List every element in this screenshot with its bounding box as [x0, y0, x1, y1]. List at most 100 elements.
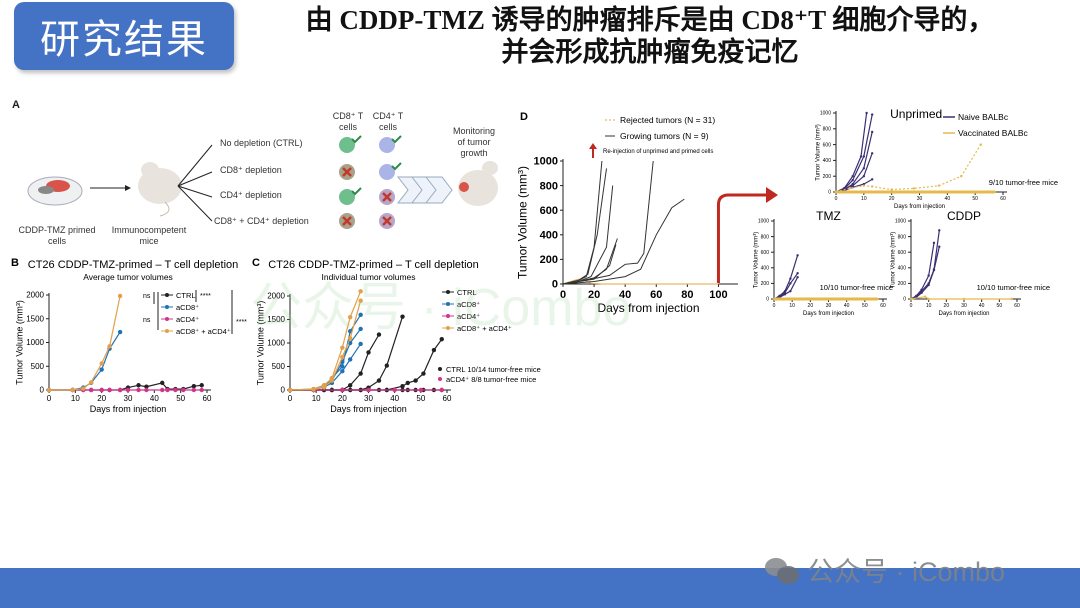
y-tick-label: 2000 — [26, 291, 44, 300]
data-point — [99, 361, 104, 366]
x-tick-label: 60 — [1014, 303, 1020, 309]
x-tick-label: 10 — [789, 303, 795, 309]
legend-marker — [438, 377, 442, 381]
data-point — [439, 387, 444, 393]
data-point — [927, 283, 930, 287]
data-point — [789, 282, 792, 285]
branch-cd4: CD4⁺ depletion — [220, 190, 282, 200]
stat-label: ns — [143, 293, 151, 300]
slide-title-line2: 并会形成抗肿瘤免疫记忆 — [501, 37, 799, 67]
data-point — [870, 178, 874, 181]
x-tick-label: 20 — [338, 394, 347, 403]
data-point — [191, 387, 197, 393]
y-tick-label: 800 — [540, 180, 558, 192]
data-point — [927, 297, 930, 301]
legend-label: Naive BALBc — [958, 112, 1009, 122]
y-tick-label: 1000 — [26, 338, 44, 347]
data-point — [321, 384, 327, 390]
data-point — [400, 314, 405, 319]
x-tick-label: 40 — [945, 196, 951, 202]
y-tick-label: 0 — [828, 190, 831, 196]
legend-label: CTRL — [457, 288, 477, 297]
series-line — [289, 343, 362, 391]
chart-title: Unprimed — [890, 107, 942, 121]
panel-letter-D: D — [520, 111, 528, 123]
reinjection-arrow-icon — [716, 193, 768, 283]
data-point — [144, 384, 149, 389]
legend-label: aCD4⁺ — [457, 312, 480, 321]
stat-label: ns — [143, 317, 151, 324]
data-point — [340, 354, 345, 360]
y-tick-label: 1500 — [267, 315, 285, 324]
x-tick-label: 60 — [650, 289, 662, 301]
series-line — [562, 198, 685, 285]
chart-title: CT26 CDDP-TMZ-primed – T cell depletion — [268, 259, 479, 271]
chart-title: CDDP — [947, 209, 981, 223]
cd8-cell-icon — [339, 189, 355, 205]
data-point — [796, 272, 799, 275]
y-tick-label: 500 — [272, 362, 286, 371]
data-point — [418, 387, 424, 393]
section-label: 研究结果 — [14, 2, 234, 70]
legend-label: aCD8⁺ + aCD4⁺ — [176, 327, 231, 336]
data-point — [99, 387, 104, 393]
data-point — [870, 113, 874, 116]
data-point — [890, 188, 893, 191]
footer-bar — [0, 568, 1080, 608]
x-tick-label: 50 — [997, 303, 1003, 309]
data-point — [439, 337, 444, 342]
legend-marker — [446, 326, 450, 330]
y-tick-label: 600 — [823, 142, 832, 148]
data-point — [789, 277, 792, 280]
panel-letter-C: C — [252, 257, 260, 269]
data-point — [848, 186, 852, 190]
data-point — [938, 245, 941, 248]
cd4-cell-icon — [379, 164, 395, 180]
y-tick-label: 200 — [761, 281, 770, 287]
x-tick-label: 40 — [979, 303, 985, 309]
legend-marker — [446, 314, 450, 318]
data-point — [932, 241, 936, 245]
x-axis-label: Days from injection — [597, 301, 699, 315]
x-tick-label: 10 — [71, 394, 80, 403]
data-point — [329, 378, 335, 383]
data-point — [937, 184, 941, 187]
data-point — [927, 274, 930, 277]
cross-icon — [342, 216, 352, 226]
x-tick-label: 10 — [861, 196, 867, 202]
data-point — [347, 357, 353, 362]
x-tick-label: 0 — [560, 289, 566, 301]
series-line — [562, 168, 607, 285]
cd4-cell-icon — [379, 137, 395, 153]
y-tick-label: 600 — [761, 250, 770, 256]
mouse-with-tumor-icon — [458, 161, 498, 206]
data-point — [107, 387, 112, 393]
data-point — [117, 329, 123, 335]
data-point — [862, 175, 866, 178]
data-point — [107, 344, 112, 349]
data-point — [796, 275, 799, 279]
legend-label: Growing tumors (N = 9) — [620, 131, 709, 141]
y-tick-label: 1000 — [820, 111, 831, 117]
panel-letter-a: A — [12, 99, 20, 111]
y-tick-label: 1000 — [534, 156, 558, 168]
y-tick-label: 600 — [540, 205, 558, 217]
cross-icon — [382, 216, 392, 226]
data-point — [99, 367, 104, 372]
data-point — [88, 387, 94, 393]
data-point — [923, 295, 927, 298]
legend-marker — [165, 293, 169, 297]
data-point — [366, 387, 371, 393]
y-tick-label: 800 — [761, 234, 770, 240]
data-point — [1010, 297, 1013, 301]
data-point — [809, 297, 812, 301]
x-tick-label: 50 — [176, 394, 185, 403]
y-tick-label: 0 — [903, 297, 906, 303]
branch-cd8: CD8⁺ depletion — [220, 165, 282, 175]
y-tick-label: 400 — [761, 265, 770, 271]
x-tick-label: 30 — [364, 394, 373, 403]
series-line — [290, 334, 380, 391]
series-line — [835, 112, 868, 193]
